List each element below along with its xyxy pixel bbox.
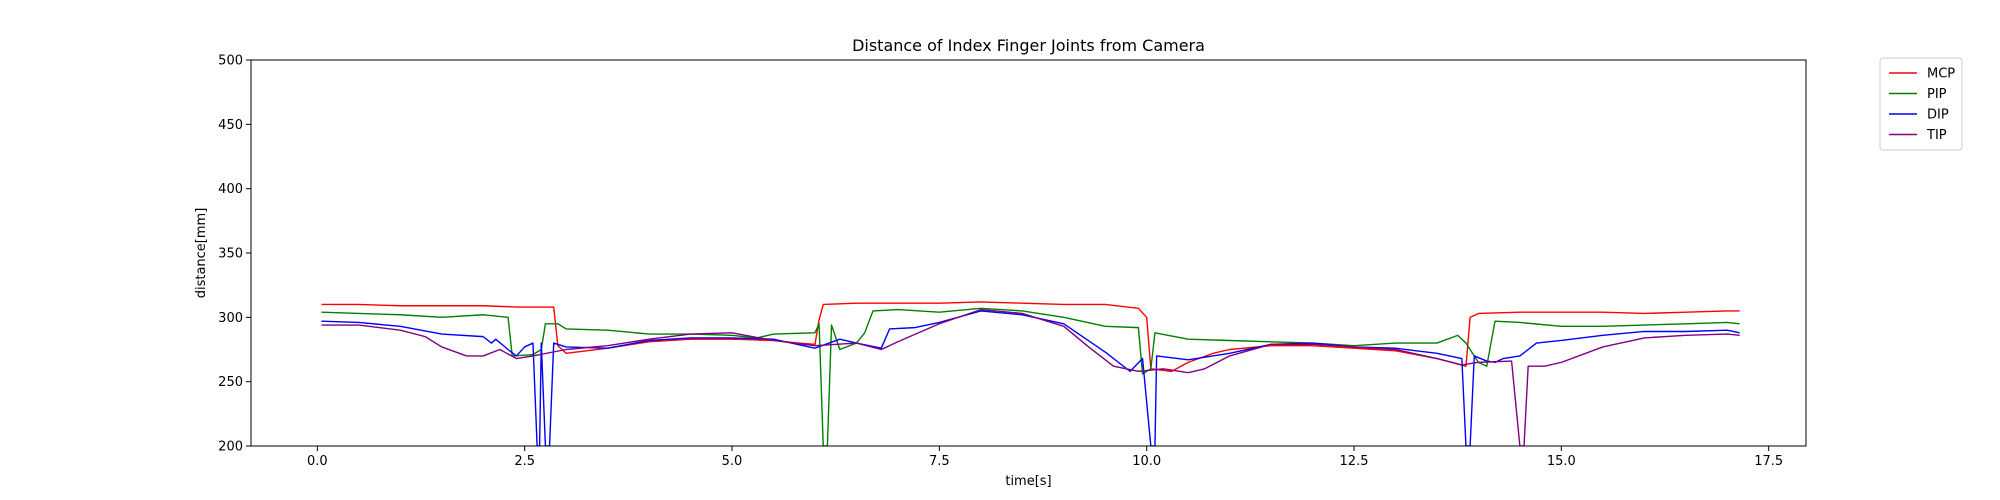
- y-tick-label: 300: [218, 311, 243, 326]
- legend-label-dip: DIP: [1927, 108, 1949, 123]
- y-tick-label: 350: [218, 247, 243, 262]
- legend-frame: [1879, 57, 1963, 151]
- chart-title: Distance of Index Finger Joints from Cam…: [852, 36, 1205, 55]
- series-layer: [321, 301, 1740, 446]
- y-tick-label: 500: [218, 54, 243, 69]
- y-tick-label: 200: [218, 440, 243, 455]
- series-line-tip: [321, 308, 1740, 446]
- series-line-mcp: [321, 301, 1740, 373]
- x-tick-label: 2.5: [514, 454, 535, 469]
- x-axis: 0.0 2.5 5.0 7.5 10.0 12.5 15.0 17.5: [307, 446, 1783, 469]
- x-tick-label: 7.5: [929, 454, 950, 469]
- series-line-dip: [321, 310, 1740, 446]
- y-tick-label: 250: [218, 375, 243, 390]
- legend-label-mcp: MCP: [1927, 67, 1955, 82]
- series-line-pip: [321, 307, 1740, 446]
- x-tick-label: 15.0: [1547, 454, 1576, 469]
- x-tick-label: 17.5: [1754, 454, 1783, 469]
- legend-label-pip: PIP: [1927, 87, 1947, 102]
- plot-area-frame: [250, 59, 1807, 447]
- legend: MCP PIP DIP TIP: [1879, 57, 1963, 151]
- x-tick-label: 5.0: [722, 454, 743, 469]
- x-axis-label: time[s]: [1005, 474, 1051, 489]
- x-tick-label: 12.5: [1340, 454, 1369, 469]
- legend-label-tip: TIP: [1926, 128, 1947, 143]
- y-axis-label: distance[mm]: [194, 208, 209, 299]
- x-tick-label: 0.0: [307, 454, 328, 469]
- y-tick-label: 400: [218, 182, 243, 197]
- y-tick-label: 450: [218, 118, 243, 133]
- y-axis: 200 250 300 350 400 450 500: [218, 54, 251, 455]
- x-tick-label: 10.0: [1132, 454, 1161, 469]
